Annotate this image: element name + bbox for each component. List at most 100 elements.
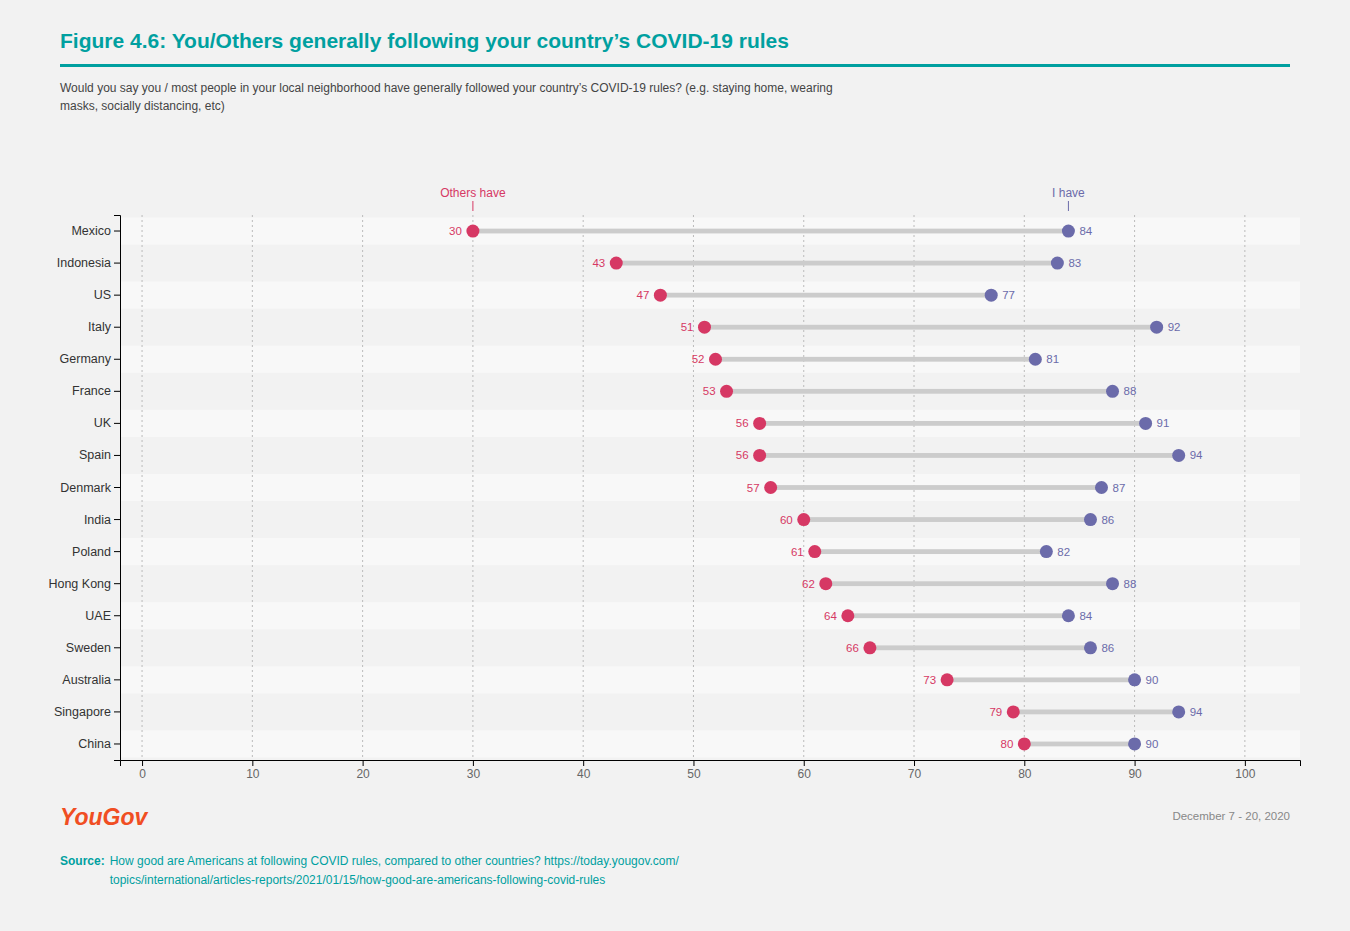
data-label: 43 [592, 257, 605, 269]
dot [985, 289, 998, 302]
data-label: 84 [1079, 225, 1092, 237]
legend-entry: Others have [440, 186, 506, 200]
dot [1062, 609, 1075, 622]
y-tick-mark [114, 487, 120, 488]
y-tick-label: France [72, 384, 111, 398]
connector [848, 613, 1069, 618]
x-tick-label: 40 [577, 767, 591, 781]
x-tick: 30 [467, 760, 481, 781]
y-tick-mark [114, 647, 120, 648]
y-tick-label: India [84, 513, 111, 527]
y-tick-mark [114, 391, 120, 392]
y-tick-mark [114, 519, 120, 520]
x-tick-mark [142, 760, 143, 766]
dot [654, 289, 667, 302]
y-tick: France [72, 384, 120, 398]
data-label: 81 [1046, 353, 1059, 365]
data-label: 80 [1001, 738, 1014, 750]
connector [1013, 710, 1178, 715]
y-tick-label: Australia [62, 673, 111, 687]
y-tick-mark [114, 295, 120, 296]
y-tick: Indonesia [57, 256, 120, 270]
x-axis: 0102030405060708090100 [121, 760, 1301, 781]
y-tick-label: Denmark [60, 481, 111, 495]
source-line: How good are Americans at following COVI… [110, 854, 680, 868]
data-label: 60 [780, 514, 793, 526]
connector [771, 485, 1102, 490]
data-label: 62 [802, 578, 815, 590]
y-tick: UK [94, 416, 120, 430]
data-label: 87 [1112, 482, 1125, 494]
connector [760, 421, 1146, 426]
x-tick-label: 100 [1235, 767, 1255, 781]
data-label: 86 [1101, 514, 1114, 526]
x-tick-mark [583, 760, 584, 766]
y-tick-label: UAE [85, 609, 111, 623]
y-tick-mark [114, 679, 120, 680]
connector [804, 517, 1091, 522]
x-tick-mark [252, 760, 253, 766]
y-tick: China [78, 737, 120, 751]
y-tick-mark [114, 263, 120, 264]
data-label: 77 [1002, 289, 1015, 301]
legend: Others haveI have [440, 186, 1085, 211]
connector [716, 357, 1036, 362]
dot [1062, 225, 1075, 238]
x-tick: 80 [1018, 760, 1032, 781]
y-tick: US [94, 288, 120, 302]
row-band [120, 538, 1300, 565]
y-tick-mark [114, 711, 120, 712]
dot [941, 673, 954, 686]
data-label: 47 [637, 289, 650, 301]
connector [760, 453, 1179, 458]
x-tick-label: 60 [798, 767, 812, 781]
data-label: 88 [1124, 385, 1137, 397]
y-tick: Spain [79, 448, 120, 462]
x-tick-mark [804, 760, 805, 766]
y-tick-label: US [94, 288, 111, 302]
dot [1172, 705, 1185, 718]
data-label: 84 [1079, 610, 1092, 622]
x-tick-mark [1135, 760, 1136, 766]
dot [753, 449, 766, 462]
logo: YouGov [60, 804, 149, 830]
connector [727, 389, 1113, 394]
y-tick-mark [114, 231, 120, 232]
data-label: 53 [703, 385, 716, 397]
grid-line [1244, 215, 1245, 760]
row-band [120, 282, 1300, 309]
dot [709, 353, 722, 366]
x-axis-line [121, 761, 1301, 767]
y-tick-mark [114, 583, 120, 584]
data-label: 57 [747, 482, 760, 494]
y-tick: UAE [85, 609, 120, 623]
y-tick-mark [114, 615, 120, 616]
x-tick-label: 80 [1018, 767, 1032, 781]
dot [1084, 641, 1097, 654]
x-tick-mark [693, 760, 694, 766]
y-tick-label: Spain [79, 448, 111, 462]
data-label: 90 [1146, 674, 1159, 686]
x-tick-mark [1024, 760, 1025, 766]
x-tick: 60 [798, 760, 812, 781]
data-label: 51 [681, 321, 694, 333]
dot [1106, 577, 1119, 590]
dot [1007, 705, 1020, 718]
dot [1139, 417, 1152, 430]
source-line: topics/international/articles-reports/20… [110, 873, 606, 887]
dot [1128, 673, 1141, 686]
data-label: 91 [1157, 417, 1170, 429]
data-labels: 3043475152535656576061626466737980848377… [449, 225, 1203, 750]
data-label: 56 [736, 449, 749, 461]
x-tick: 40 [577, 760, 591, 781]
subtitle-line: Would you say you / most people in your … [60, 81, 833, 95]
x-tick: 20 [356, 760, 370, 781]
x-tick-label: 50 [687, 767, 701, 781]
y-tick: Australia [62, 673, 120, 687]
subtitle-line: masks, socially distancing, etc) [60, 99, 225, 113]
x-tick-label: 0 [139, 767, 146, 781]
y-tick-label: UK [94, 416, 112, 430]
date: December 7 - 20, 2020 [1172, 810, 1290, 822]
y-tick: Italy [88, 320, 120, 334]
y-tick-mark [114, 551, 120, 552]
